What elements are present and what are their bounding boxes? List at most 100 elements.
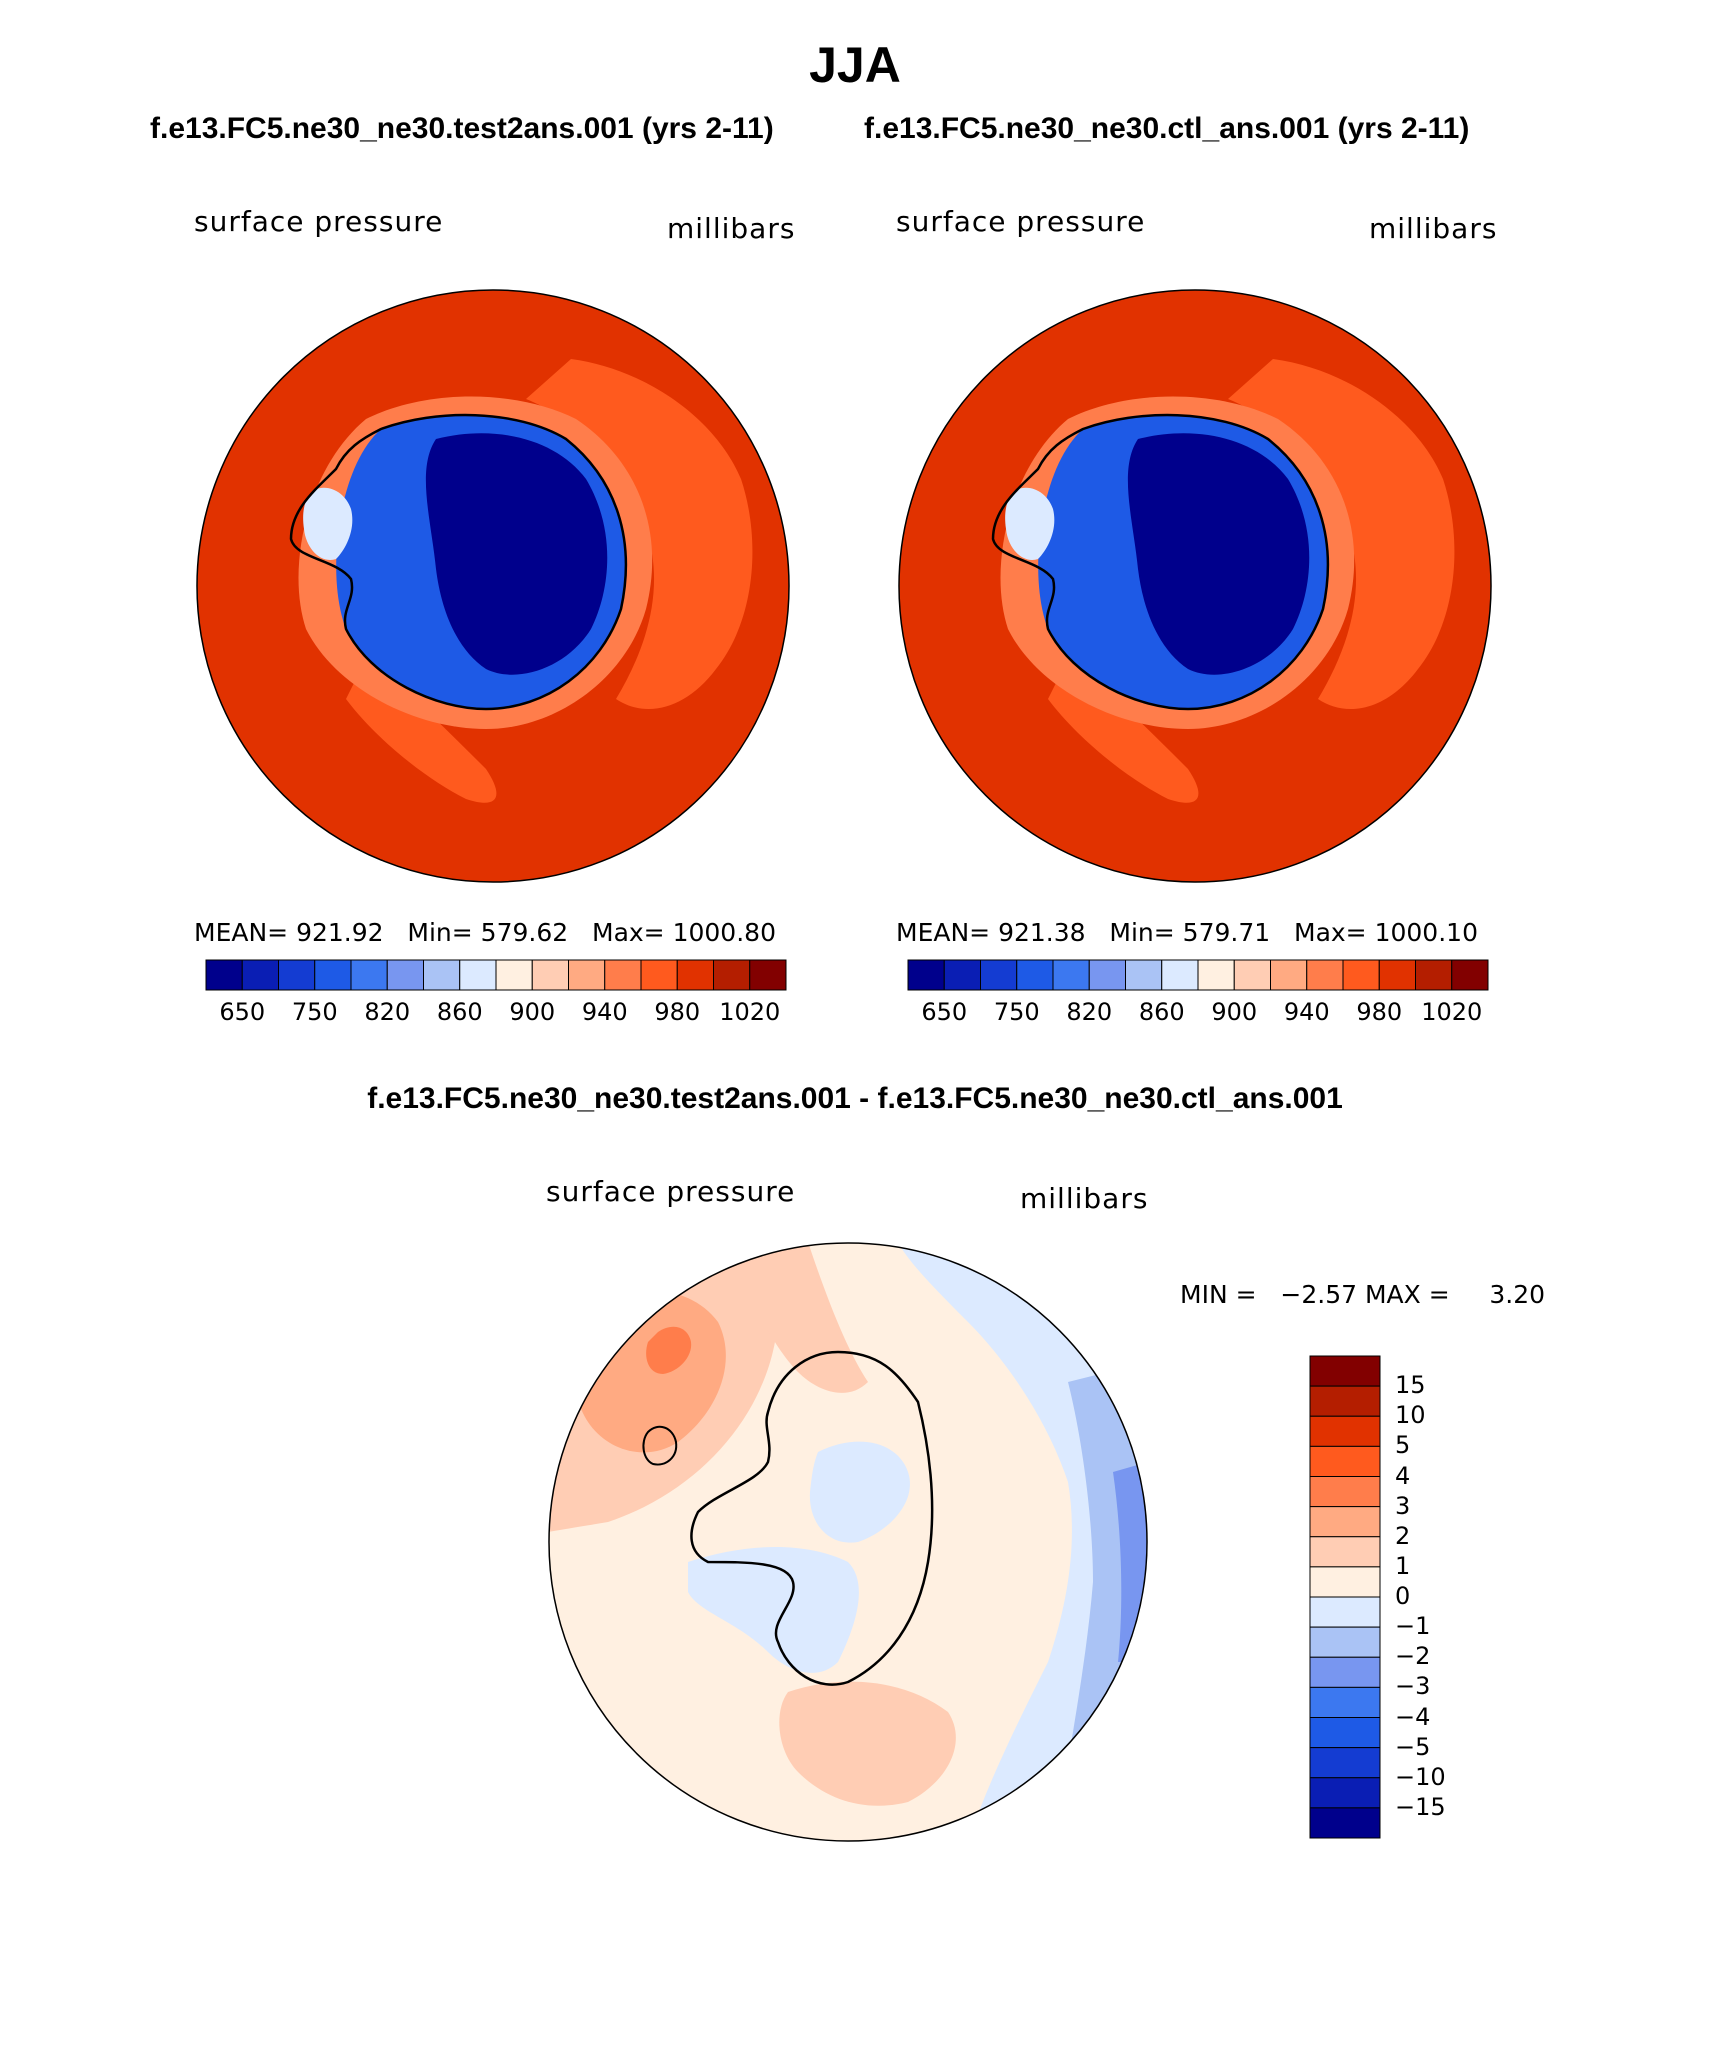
map-control-surface-pressure	[898, 289, 1492, 883]
colorbar-swatch	[1309, 1355, 1381, 1387]
colorbar-swatch	[1309, 1777, 1381, 1809]
colorbar-swatch	[1306, 959, 1344, 991]
colorbar-swatch	[1378, 959, 1416, 991]
colorbar-swatch	[1451, 959, 1489, 991]
mean-label: MEAN=	[194, 918, 289, 947]
colorbar-swatch	[1309, 1626, 1381, 1658]
map-difference-surface-pressure	[548, 1242, 1148, 1842]
colorbar-swatch	[386, 959, 424, 991]
colorbar-swatch	[1125, 959, 1163, 991]
colorbar-swatch	[1233, 959, 1271, 991]
colorbar-swatch	[1309, 1717, 1381, 1749]
colorbar-swatch	[1161, 959, 1199, 991]
colorbar-swatch	[1309, 1747, 1381, 1779]
colorbar-swatch	[1309, 1476, 1381, 1508]
colorbar-tick-label: 3	[1395, 1491, 1411, 1520]
map-test-surface-pressure	[196, 289, 790, 883]
colorbar-tick-label: −3	[1395, 1672, 1431, 1701]
panel-control-variable-label: surface pressure	[896, 205, 1146, 238]
colorbar-tick-label: 750	[993, 998, 1040, 1026]
mean-value: 921.92	[296, 918, 384, 947]
colorbar-tick-label: 820	[364, 998, 411, 1026]
panel-test-stats: MEAN= 921.92 Min= 579.62 Max= 1000.80	[194, 918, 776, 947]
diff-max-label: MAX =	[1364, 1280, 1450, 1309]
colorbar-tick-label: 980	[1356, 998, 1403, 1026]
max-value: 1000.80	[672, 918, 776, 947]
panel-control-stats: MEAN= 921.38 Min= 579.71 Max= 1000.10	[896, 918, 1478, 947]
colorbar-tick-label: −10	[1395, 1762, 1446, 1791]
colorbar-swatch	[713, 959, 751, 991]
colorbar-tick-label: 4	[1395, 1461, 1411, 1490]
colorbar-swatch	[1309, 1566, 1381, 1598]
min-value: 579.71	[1182, 918, 1271, 947]
colorbar-tick-label: 900	[1211, 998, 1258, 1026]
colorbar-swatch	[907, 959, 945, 991]
colorbar-swatch	[205, 959, 243, 991]
colorbar-tick-label: −15	[1395, 1792, 1446, 1821]
colorbar-swatch	[604, 959, 642, 991]
caption-difference: f.e13.FC5.ne30_ne30.test2ans.001 - f.e13…	[367, 1082, 1343, 1115]
colorbar-swatch	[676, 959, 714, 991]
colorbar-swatch	[943, 959, 981, 991]
colorbar-tick-label: 940	[581, 998, 628, 1026]
colorbar-test	[205, 959, 787, 991]
colorbar-swatch	[1052, 959, 1090, 991]
figure-title: JJA	[809, 37, 901, 93]
caption-control-case: f.e13.FC5.ne30_ne30.ctl_ans.001 (yrs 2-1…	[864, 112, 1470, 145]
colorbar-tick-label: 650	[219, 998, 266, 1026]
mean-value: 921.38	[998, 918, 1086, 947]
colorbar-swatch	[1197, 959, 1235, 991]
colorbar-swatch	[1309, 1686, 1381, 1718]
colorbar-swatch	[1309, 1807, 1381, 1839]
colorbar-swatch	[314, 959, 352, 991]
colorbar-swatch	[1309, 1415, 1381, 1447]
colorbar-tick-label: 900	[509, 998, 556, 1026]
colorbar-tick-label: 0	[1395, 1582, 1411, 1610]
colorbar-tick-label: 1	[1395, 1551, 1411, 1580]
colorbar-tick-label: 10	[1395, 1401, 1426, 1430]
colorbar-swatch	[1309, 1656, 1381, 1688]
colorbar-tick-label: −5	[1395, 1732, 1431, 1761]
colorbar-swatch	[568, 959, 606, 991]
colorbar-control	[907, 959, 1489, 991]
diff-variable-label: surface pressure	[546, 1175, 796, 1208]
colorbar-tick-label: −1	[1395, 1612, 1431, 1641]
colorbar-swatch	[1309, 1596, 1381, 1628]
colorbar-difference	[1309, 1355, 1381, 1839]
min-label: Min=	[1109, 918, 1175, 947]
diff-min-label: MIN =	[1180, 1280, 1257, 1309]
colorbar-swatch	[241, 959, 279, 991]
colorbar-tick-label: 5	[1395, 1431, 1411, 1460]
colorbar-swatch	[1342, 959, 1380, 991]
panel-control-units-label: millibars	[1369, 212, 1498, 245]
min-label: Min=	[407, 918, 473, 947]
diff-max-value: 3.20	[1489, 1280, 1546, 1309]
colorbar-tick-label: −2	[1395, 1642, 1431, 1671]
colorbar-tick-label: 860	[1138, 998, 1185, 1026]
colorbar-tick-label: 820	[1066, 998, 1113, 1026]
colorbar-swatch	[1270, 959, 1308, 991]
mean-label: MEAN=	[896, 918, 991, 947]
colorbar-swatch	[278, 959, 316, 991]
colorbar-tick-label: 980	[654, 998, 701, 1026]
colorbar-swatch	[459, 959, 497, 991]
colorbar-swatch	[749, 959, 787, 991]
colorbar-swatch	[350, 959, 388, 991]
panel-test-variable-label: surface pressure	[194, 205, 444, 238]
colorbar-tick-label: 2	[1395, 1521, 1411, 1550]
colorbar-swatch	[1309, 1385, 1381, 1417]
colorbar-swatch	[980, 959, 1018, 991]
colorbar-tick-label: 650	[921, 998, 968, 1026]
max-label: Max=	[1294, 918, 1367, 947]
colorbar-tick-label: 940	[1283, 998, 1330, 1026]
colorbar-tick-label: 15	[1395, 1371, 1426, 1400]
diff-stats: MIN = −2.57 MAX = 3.20	[1180, 1280, 1545, 1309]
colorbar-tick-label: 860	[436, 998, 483, 1026]
colorbar-tick-label: 750	[291, 998, 338, 1026]
colorbar-swatch	[1309, 1445, 1381, 1477]
max-value: 1000.10	[1374, 918, 1478, 947]
max-label: Max=	[592, 918, 665, 947]
min-value: 579.62	[480, 918, 569, 947]
colorbar-swatch	[1088, 959, 1126, 991]
caption-test-case: f.e13.FC5.ne30_ne30.test2ans.001 (yrs 2-…	[150, 112, 774, 145]
